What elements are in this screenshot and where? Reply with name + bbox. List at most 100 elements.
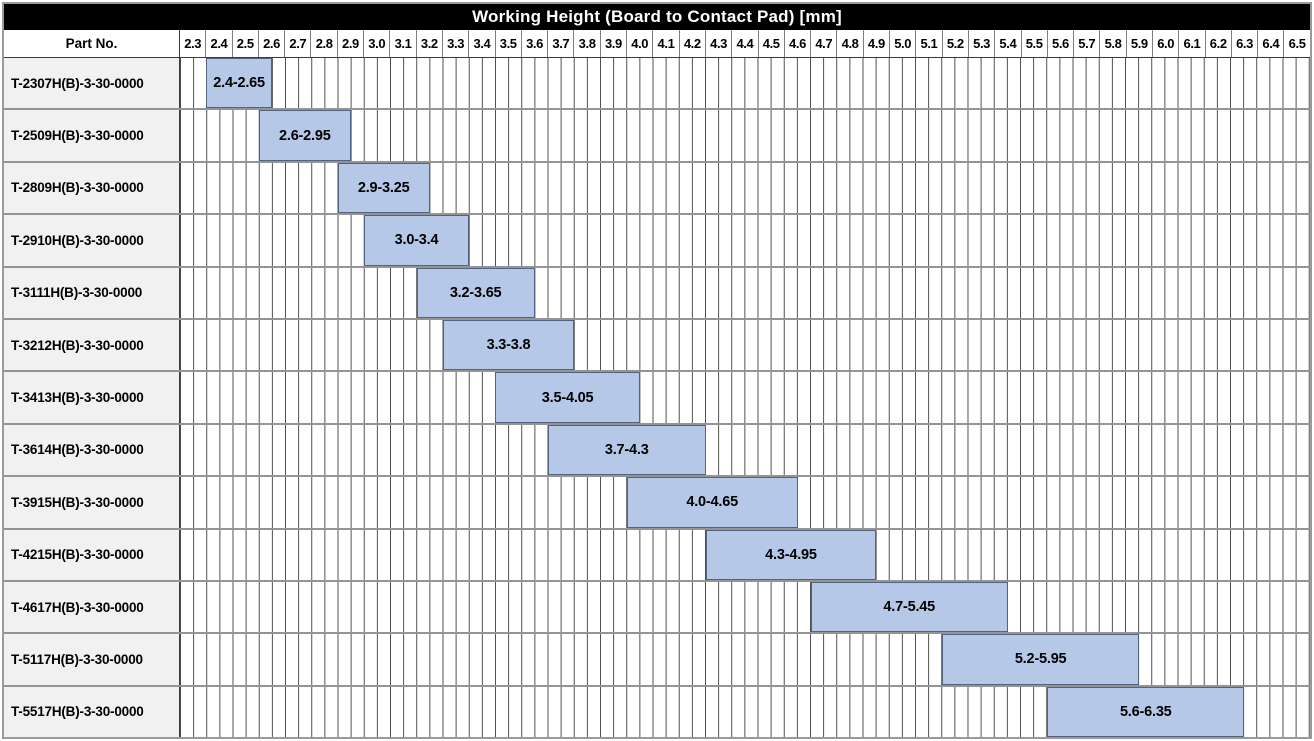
axis-tick-label: 5.2 [941,30,968,57]
axis-tick-label: 3.9 [599,30,626,57]
axis-tick-label: 4.7 [810,30,836,57]
part-no-header: Part No. [4,30,180,57]
row-grid: 3.3-3.8 [180,319,1310,371]
table-row: T-3614H(B)-3-30-0000 3.7-4.3 [4,422,1310,476]
axis-tick-label: 5.0 [889,30,915,57]
table-row: T-3413H(B)-3-30-0000 3.5-4.05 [4,370,1310,423]
part-no-cell: T-4215H(B)-3-30-0000 [4,529,180,580]
range-bar: 2.6-2.95 [258,110,351,161]
axis-tick-label: 4.4 [731,30,757,57]
axis-tick-label: 6.0 [1151,30,1178,57]
axis-tick-label: 4.5 [757,30,784,57]
part-no-cell: T-5517H(B)-3-30-0000 [4,686,180,738]
range-bar: 3.7-4.3 [547,424,706,476]
axis-tick-label: 3.8 [573,30,599,57]
axis-tick-label: 4.6 [783,30,810,57]
axis-tick-label: 5.4 [994,30,1020,57]
row-grid: 3.0-3.4 [180,215,1310,266]
part-no-cell: T-2910H(B)-3-30-0000 [4,215,180,266]
part-no-cell: T-5117H(B)-3-30-0000 [4,634,180,685]
range-bar: 4.7-5.45 [810,581,1008,633]
part-no-cell: T-3212H(B)-3-30-0000 [4,319,180,371]
axis-tick-label: 3.4 [468,30,494,57]
axis-tick-label: 4.9 [862,30,889,57]
table-row: T-2910H(B)-3-30-0000 3.0-3.4 [4,213,1310,266]
axis-tick-label: 3.6 [520,30,547,57]
part-no-cell: T-2809H(B)-3-30-0000 [4,162,180,214]
axis-header-row: Part No. 2.3 2.4 2.5 2.6 2.7 2.8 2.9 3.0 3.1 3.2 3… [4,30,1310,58]
row-grid: 2.4-2.65 [180,58,1310,109]
axis-tick-label: 2.6 [257,30,284,57]
row-grid: 4.7-5.45 [180,581,1310,633]
row-grid: 5.6-6.35 [180,686,1310,738]
row-grid: 3.2-3.65 [180,267,1310,318]
table-row: T-3915H(B)-3-30-0000 4.0-4.65 [4,475,1310,528]
axis-tick-label: 2.4 [205,30,231,57]
table-row: T-2509H(B)-3-30-0000 2.6-2.95 [4,108,1310,161]
axis-tick-label: 3.0 [363,30,389,57]
part-no-cell: T-3413H(B)-3-30-0000 [4,372,180,423]
part-no-cell: T-4617H(B)-3-30-0000 [4,581,180,633]
row-grid: 3.5-4.05 [180,372,1310,423]
axis-tick-label: 5.3 [967,30,994,57]
axis-tick-label: 3.2 [415,30,442,57]
row-grid: 2.6-2.95 [180,110,1310,161]
part-no-cell: T-2509H(B)-3-30-0000 [4,110,180,161]
axis-tick-label: 6.3 [1230,30,1257,57]
range-bar: 4.3-4.95 [705,529,877,580]
axis-tick-label: 6.5 [1283,30,1309,57]
axis-tick-label: 6.1 [1178,30,1204,57]
part-no-cell: T-3111H(B)-3-30-0000 [4,267,180,318]
axis-tick-label: 6.2 [1204,30,1231,57]
axis-tick-label: 2.9 [336,30,363,57]
table-row: T-2307H(B)-3-30-0000 2.4-2.65 [4,58,1310,109]
axis-tick-label: 5.7 [1073,30,1099,57]
axis-tick-label: 4.3 [704,30,731,57]
range-bar: 3.5-4.05 [495,372,640,423]
table-row: T-2809H(B)-3-30-0000 2.9-3.25 [4,160,1310,214]
axis-tick-label: 2.7 [284,30,310,57]
range-bar: 2.9-3.25 [337,162,430,214]
axis-tick-label: 5.8 [1099,30,1125,57]
chart-title: Working Height (Board to Contact Pad) [m… [4,4,1310,30]
axis-tick-label: 2.8 [310,30,336,57]
axis-tick-label: 5.5 [1020,30,1047,57]
axis-tick-label: 3.1 [389,30,415,57]
table-row: T-3111H(B)-3-30-0000 3.2-3.65 [4,265,1310,318]
row-grid: 4.3-4.95 [180,529,1310,580]
part-no-cell: T-3915H(B)-3-30-0000 [4,477,180,528]
table-row: T-4617H(B)-3-30-0000 4.7-5.45 [4,579,1310,633]
axis-tick-label: 6.4 [1257,30,1283,57]
row-grid: 4.0-4.65 [180,477,1310,528]
table-row: T-5517H(B)-3-30-0000 5.6-6.35 [4,684,1310,738]
range-bar: 3.0-3.4 [363,215,470,266]
axis-tick-label: 2.3 [184,36,202,51]
axis-tick-label: 4.2 [678,30,705,57]
axis-tick-label: 5.6 [1046,30,1073,57]
row-grid: 2.9-3.25 [180,162,1310,214]
axis-tick-label: 2.5 [231,30,258,57]
axis-tick-label: 5.1 [915,30,941,57]
table-row: T-4215H(B)-3-30-0000 4.3-4.95 [4,527,1310,580]
axis-tick-label: 4.8 [836,30,862,57]
range-bar: 3.2-3.65 [416,267,535,318]
range-bar: 2.4-2.65 [206,58,272,109]
row-grid: 3.7-4.3 [180,424,1310,476]
axis-tick-label: 5.9 [1125,30,1152,57]
row-grid: 5.2-5.95 [180,634,1310,685]
axis-ticks: 2.3 2.4 2.5 2.6 2.7 2.8 2.9 3.0 3.1 3.2 3.3 3.4 3.5 3… [180,30,1310,57]
range-bar: 3.3-3.8 [442,319,575,371]
table-row: T-5117H(B)-3-30-0000 5.2-5.95 [4,632,1310,685]
range-bar: 4.0-4.65 [626,477,798,528]
rows-area: T-2307H(B)-3-30-0000 2.4-2.65 T-2509H(B)-3… [4,58,1310,738]
range-bar: 5.6-6.35 [1047,686,1245,738]
part-no-cell: T-3614H(B)-3-30-0000 [4,424,180,476]
axis-tick-label: 3.5 [494,30,521,57]
axis-tick-label: 4.0 [626,30,652,57]
table-row: T-3212H(B)-3-30-0000 3.3-3.8 [4,317,1310,371]
axis-tick-label: 3.7 [547,30,573,57]
part-no-cell: T-2307H(B)-3-30-0000 [4,58,180,109]
axis-tick-label: 4.1 [652,30,678,57]
